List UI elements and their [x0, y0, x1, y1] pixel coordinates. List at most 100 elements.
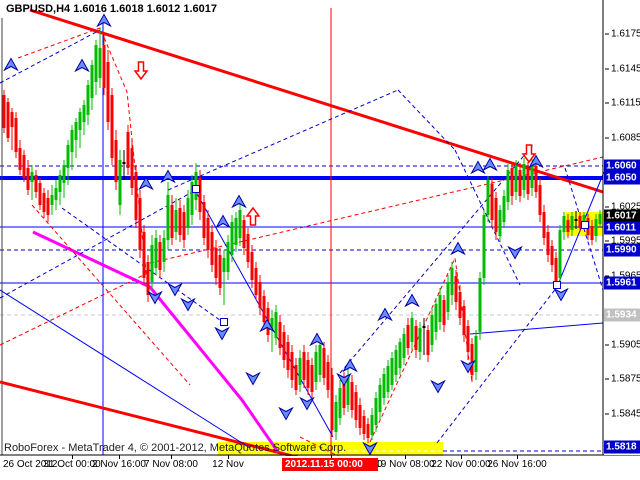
- candle-body: [202, 202, 206, 238]
- candle-body: [434, 304, 438, 332]
- fractal-up-icon: [138, 176, 154, 191]
- candle-body: [138, 198, 142, 250]
- candle-body: [402, 334, 406, 358]
- trendline-handle: [192, 185, 200, 193]
- trendline: [0, 289, 251, 449]
- candle-body: [394, 350, 398, 375]
- candle-body: [526, 168, 530, 194]
- fractal-down-icon: [507, 245, 523, 260]
- candle-body: [74, 122, 78, 140]
- price-level-badge: 1.5961: [604, 276, 640, 290]
- candle-body: [478, 278, 482, 332]
- candle-body: [122, 162, 126, 164]
- signal-arrow-up-icon: [245, 206, 261, 226]
- candle-body: [102, 45, 106, 88]
- trendline: [0, 189, 197, 299]
- candle-body: [210, 232, 214, 265]
- candle-body: [142, 232, 146, 278]
- time-tick-mark: [171, 455, 172, 459]
- candle-body: [362, 416, 366, 434]
- candle-body: [494, 198, 498, 232]
- candle-body: [458, 292, 462, 318]
- candle-body: [126, 132, 130, 168]
- candle-body: [470, 344, 474, 375]
- candle-body: [390, 358, 394, 385]
- price-level-badge: 1.6011: [604, 221, 640, 235]
- fractal-down-icon: [180, 297, 196, 312]
- price-tick-label: 1.6025: [605, 202, 640, 213]
- candle-body: [482, 215, 486, 278]
- candle-body: [86, 85, 90, 115]
- price-tick-label: 1.5965: [605, 271, 640, 282]
- time-tick-mark: [461, 455, 462, 459]
- candle-body: [98, 48, 102, 78]
- price-tick-label: 1.5905: [605, 340, 640, 351]
- candle-body: [14, 118, 18, 152]
- trendline-handle: [553, 281, 561, 289]
- candle-body: [214, 248, 218, 278]
- candle-body: [130, 148, 134, 188]
- candle-body: [42, 193, 46, 212]
- candle-body: [278, 322, 282, 348]
- price-level-badge: 1.6050: [604, 171, 640, 185]
- candle-body: [106, 62, 110, 122]
- candle-body: [174, 210, 178, 232]
- candle-body: [354, 392, 358, 420]
- candle-body: [222, 258, 226, 272]
- candle-body: [318, 345, 322, 375]
- price-axis[interactable]: 1.6175 1.6145 1.6115 1.6085 1.6025 1.5995 1.59…: [604, 0, 640, 455]
- candle-body: [62, 165, 66, 183]
- candle-body: [58, 175, 62, 192]
- candle-body: [150, 245, 154, 282]
- price-tick-label: 1.6085: [605, 133, 640, 144]
- candle-body: [578, 216, 582, 228]
- candle-body: [166, 195, 170, 240]
- candle-body: [398, 342, 402, 368]
- trendline: [17, 27, 149, 291]
- candle-body: [346, 375, 350, 405]
- candle-body: [286, 342, 290, 370]
- candle-body: [506, 170, 510, 202]
- trendline: [32, 230, 280, 453]
- fractal-down-icon: [245, 371, 261, 386]
- platform-watermark: RoboForex - MetaTrader 4, © 2001-2012, M…: [4, 442, 347, 454]
- candle-body: [298, 358, 302, 385]
- candle-body: [406, 325, 410, 348]
- candle-body: [558, 230, 562, 278]
- candle-body: [594, 219, 598, 236]
- candle-body: [350, 382, 354, 410]
- fractal-up-icon: [309, 332, 325, 347]
- candle-body: [250, 252, 254, 280]
- candle-body: [270, 318, 274, 330]
- candle-body: [246, 234, 250, 262]
- candle-body: [82, 105, 86, 122]
- candle-body: [450, 268, 454, 295]
- candle-body: [10, 112, 14, 127]
- candle-body: [190, 182, 194, 215]
- candle-body: [474, 336, 478, 372]
- candle-body: [598, 214, 602, 224]
- candle-body: [530, 163, 534, 188]
- candle-body: [262, 296, 266, 322]
- candle-body: [18, 148, 22, 170]
- candle-body: [554, 258, 558, 282]
- candle-body: [206, 218, 210, 250]
- candle-body: [582, 215, 586, 226]
- candle-body: [522, 164, 526, 190]
- candle-body: [198, 178, 202, 212]
- fractal-up-icon: [259, 318, 275, 333]
- trendline: [436, 286, 558, 444]
- candle-body: [226, 242, 230, 272]
- time-tick-label: 2 Nov 16:00: [92, 459, 146, 470]
- candle-body: [22, 155, 26, 178]
- candle-body: [146, 262, 150, 295]
- candle-body: [54, 188, 58, 200]
- price-level-badge: 1.6060: [604, 159, 640, 173]
- price-tick-label: 1.6175: [605, 29, 640, 40]
- time-tick-mark: [228, 455, 229, 459]
- candle-body: [134, 172, 138, 220]
- time-axis[interactable]: 26 Oct 2012 31 Oct 00:00 2 Nov 16:00 7 Nov …: [0, 455, 640, 480]
